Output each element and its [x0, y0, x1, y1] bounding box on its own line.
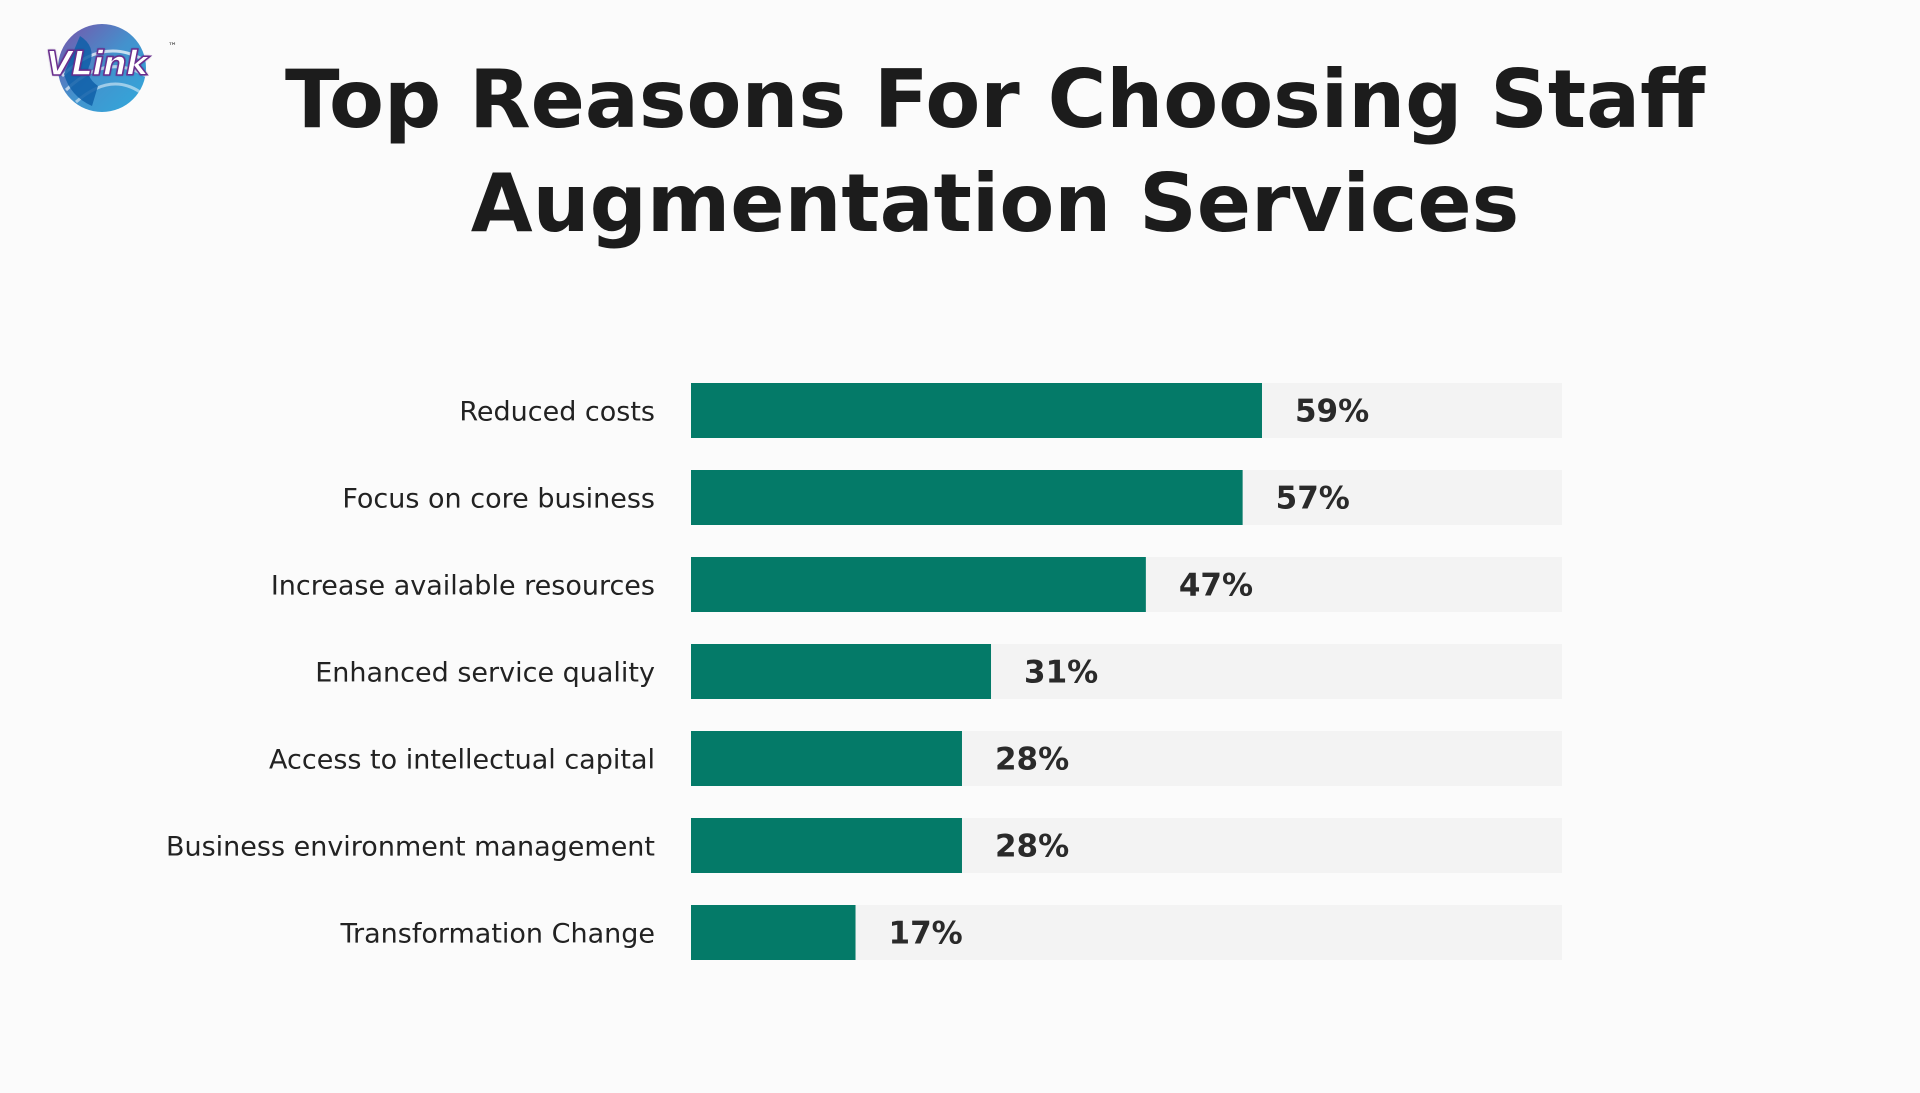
title-line-1: Top Reasons For Choosing Staff — [285, 53, 1705, 146]
bar-2 — [691, 557, 1146, 612]
globe-icon — [58, 24, 147, 112]
bar-4 — [691, 731, 962, 786]
category-label-3: Enhanced service quality — [315, 658, 655, 689]
bar-6 — [691, 905, 856, 960]
value-label-0: 59% — [1295, 394, 1369, 430]
value-label-3: 31% — [1024, 655, 1098, 691]
category-label-5: Business environment management — [166, 832, 655, 863]
value-label-4: 28% — [995, 742, 1069, 778]
value-label-2: 47% — [1179, 568, 1253, 604]
value-label-5: 28% — [995, 829, 1069, 865]
page-title: Top Reasons For Choosing Staff Augmentat… — [260, 48, 1730, 256]
bar-0 — [691, 383, 1262, 438]
bar-1 — [691, 470, 1243, 525]
logo-wordmark: VLink — [45, 43, 149, 85]
category-label-0: Reduced costs — [459, 397, 655, 428]
bar-3 — [691, 644, 992, 699]
category-label-1: Focus on core business — [342, 484, 655, 515]
category-label-2: Increase available resources — [271, 571, 655, 602]
bar-5 — [691, 818, 962, 873]
vlink-logo: VLink ™ — [40, 16, 180, 120]
category-label-4: Access to intellectual capital — [269, 745, 655, 776]
category-label-6: Transformation Change — [339, 919, 655, 950]
value-label-6: 17% — [889, 916, 963, 952]
title-line-2: Augmentation Services — [470, 157, 1520, 250]
logo-trademark: ™ — [168, 42, 177, 52]
value-label-1: 57% — [1276, 481, 1350, 517]
